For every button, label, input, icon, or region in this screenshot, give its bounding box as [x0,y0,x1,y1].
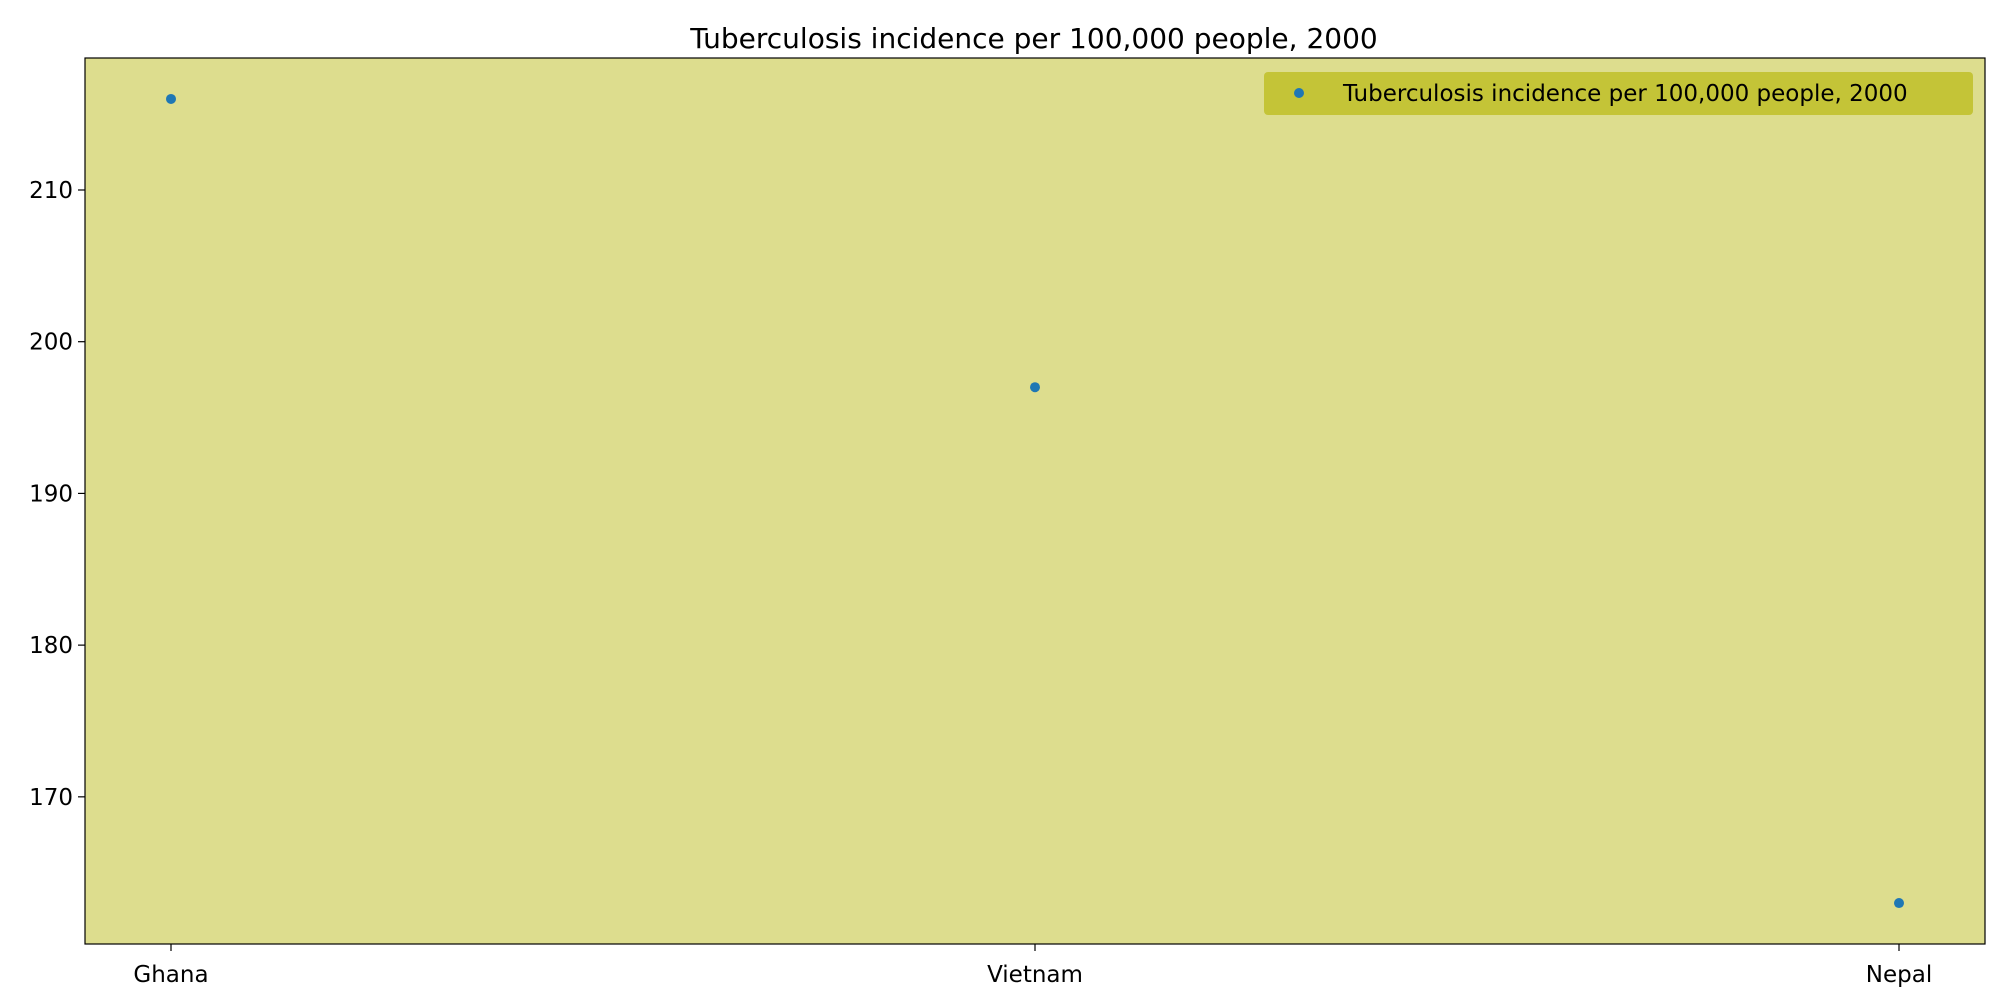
y-tick-label: 180 [29,633,73,659]
x-axis: Ghana Vietnam Nepal [133,944,1932,988]
x-tick-label: Vietnam [987,962,1083,988]
legend: Tuberculosis incidence per 100,000 peopl… [1264,72,1973,115]
y-tick-label: 190 [29,481,73,507]
legend-box [1264,72,1973,115]
y-tick-label: 170 [29,785,73,811]
y-tick-label: 210 [29,178,73,204]
data-points [166,93,1904,909]
data-point [166,93,176,104]
x-tick-label: Nepal [1866,962,1932,988]
data-point [1894,898,1904,909]
y-axis: 170 180 190 200 210 [29,178,85,811]
x-tick-label: Ghana [133,962,208,988]
plot-area [85,58,1985,944]
data-point [1030,382,1040,393]
chart-title: Tuberculosis incidence per 100,000 peopl… [689,22,1377,55]
legend-label: Tuberculosis incidence per 100,000 peopl… [1342,81,1908,107]
plot-frame [84,57,1986,945]
y-tick-label: 200 [29,330,73,356]
legend-marker [1294,88,1304,98]
